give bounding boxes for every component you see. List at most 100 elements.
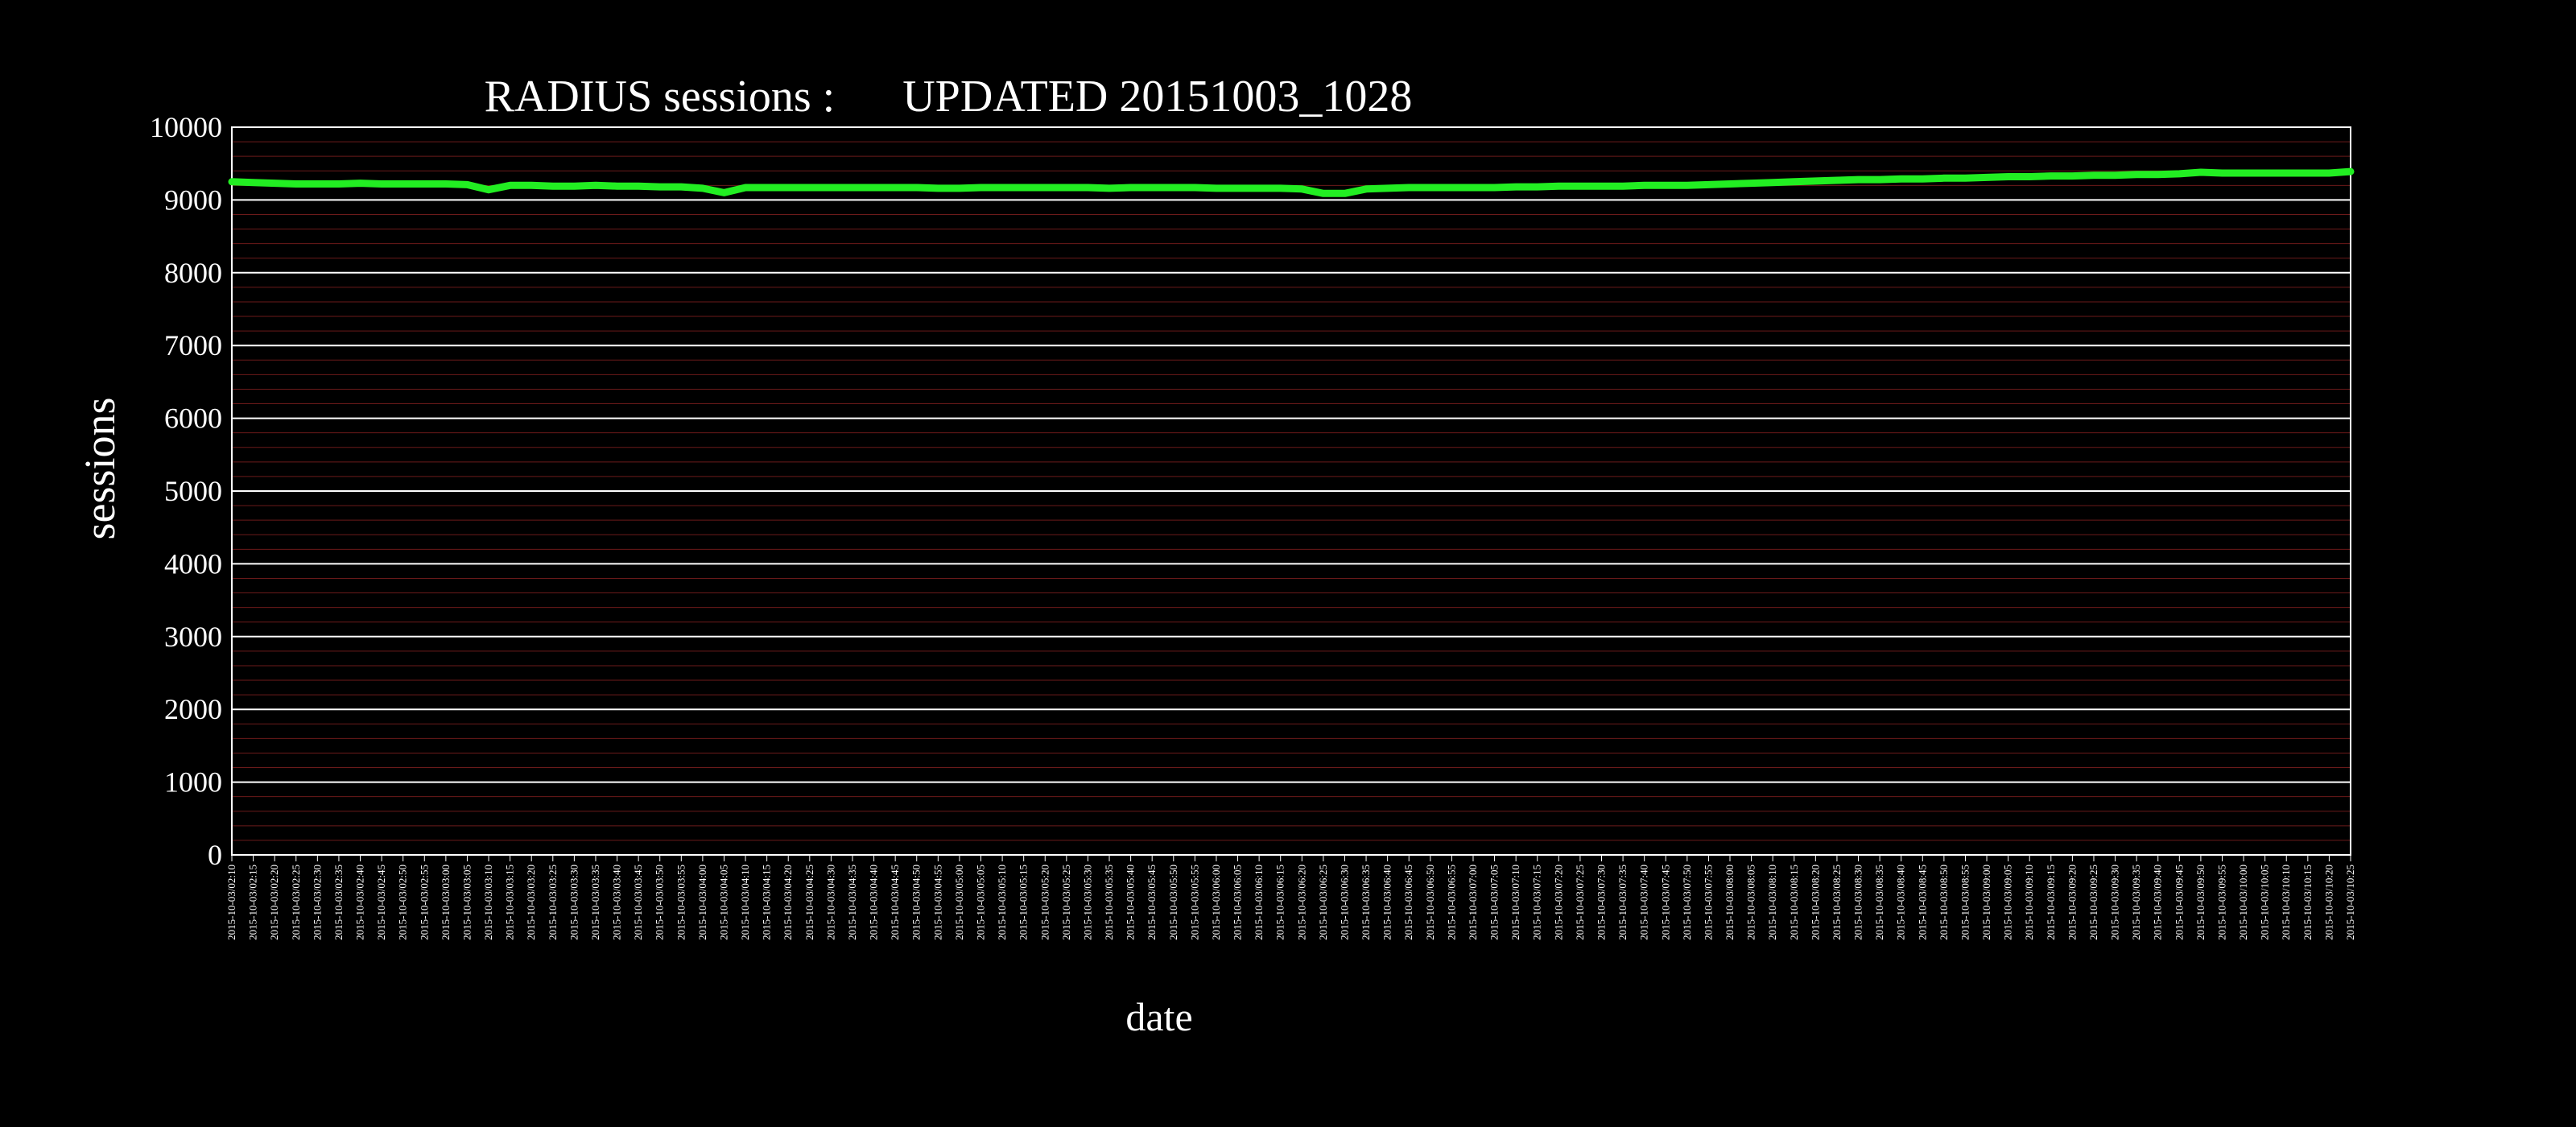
y-axis-label: sessions bbox=[76, 397, 124, 539]
x-tick-label: 2015-10-03/07:45 bbox=[1659, 865, 1671, 940]
x-tick-label: 2015-10-03/06:40 bbox=[1381, 865, 1393, 940]
chart-title: RADIUS sessions : UPDATED 20151003_1028 bbox=[485, 72, 1413, 122]
x-tick-label: 2015-10-03/05:45 bbox=[1146, 865, 1158, 940]
x-tick-label: 2015-10-03/08:55 bbox=[1959, 865, 1971, 940]
x-tick-label: 2015-10-03/03:45 bbox=[632, 865, 644, 940]
x-tick-label: 2015-10-03/09:20 bbox=[2066, 865, 2078, 940]
x-tick-label: 2015-10-03/07:25 bbox=[1574, 865, 1586, 940]
x-tick-label: 2015-10-03/08:05 bbox=[1745, 865, 1757, 940]
x-tick-label: 2015-10-03/07:55 bbox=[1702, 865, 1714, 940]
x-tick-label: 2015-10-03/07:50 bbox=[1681, 865, 1693, 940]
x-tick-label: 2015-10-03/04:15 bbox=[761, 865, 773, 940]
x-tick-label: 2015-10-03/05:50 bbox=[1167, 865, 1179, 940]
x-tick-label: 2015-10-03/04:55 bbox=[931, 865, 943, 940]
x-tick-label: 2015-10-03/04:10 bbox=[739, 865, 751, 940]
x-tick-label: 2015-10-03/10:25 bbox=[2344, 865, 2356, 940]
x-tick-label: 2015-10-03/05:40 bbox=[1125, 865, 1137, 940]
x-tick-label: 2015-10-03/04:25 bbox=[803, 865, 815, 940]
x-tick-label: 2015-10-03/08:50 bbox=[1938, 865, 1950, 940]
minor-grid bbox=[232, 141, 2351, 841]
x-tick-label: 2015-10-03/08:30 bbox=[1852, 865, 1864, 940]
y-tick-label: 9000 bbox=[164, 184, 222, 216]
x-tick-label: 2015-10-03/03:55 bbox=[675, 865, 687, 940]
x-tick-label: 2015-10-03/02:35 bbox=[332, 865, 345, 940]
x-tick-label: 2015-10-03/06:30 bbox=[1338, 865, 1350, 940]
x-tick-label: 2015-10-03/10:10 bbox=[2280, 865, 2292, 940]
x-tick-label: 2015-10-03/04:35 bbox=[846, 865, 858, 940]
x-tick-label: 2015-10-03/05:25 bbox=[1060, 865, 1072, 940]
y-tick-label: 7000 bbox=[164, 329, 222, 361]
x-tick-label: 2015-10-03/06:35 bbox=[1360, 865, 1372, 940]
x-tick-label: 2015-10-03/07:00 bbox=[1467, 865, 1479, 940]
x-tick-label: 2015-10-03/08:10 bbox=[1766, 865, 1778, 940]
x-tick-label: 2015-10-03/07:35 bbox=[1616, 865, 1629, 940]
x-tick-label: 2015-10-03/05:10 bbox=[996, 865, 1008, 940]
x-tick-label: 2015-10-03/03:40 bbox=[611, 865, 623, 940]
x-tick-label: 2015-10-03/02:25 bbox=[290, 865, 302, 940]
x-tick-label: 2015-10-03/08:00 bbox=[1724, 865, 1736, 940]
x-tick-label: 2015-10-03/07:40 bbox=[1638, 865, 1650, 940]
x-tick-label: 2015-10-03/06:45 bbox=[1402, 865, 1414, 940]
x-tick-label: 2015-10-03/08:35 bbox=[1873, 865, 1885, 940]
x-tick-label: 2015-10-03/10:00 bbox=[2237, 865, 2249, 940]
y-tick-label: 0 bbox=[208, 839, 222, 871]
x-tick-label: 2015-10-03/09:45 bbox=[2173, 865, 2185, 940]
x-tick-label: 2015-10-03/03:35 bbox=[589, 865, 601, 940]
x-tick-label: 2015-10-03/03:25 bbox=[547, 865, 559, 940]
x-tick-label: 2015-10-03/05:35 bbox=[1103, 865, 1115, 940]
x-tick-label: 2015-10-03/09:00 bbox=[1980, 865, 1992, 940]
x-tick-label: 2015-10-03/07:10 bbox=[1509, 865, 1521, 940]
x-tick-label: 2015-10-03/06:05 bbox=[1232, 865, 1244, 940]
x-tick-label: 2015-10-03/06:55 bbox=[1445, 865, 1457, 940]
x-tick-label: 2015-10-03/02:55 bbox=[418, 865, 430, 940]
x-tick-label: 2015-10-03/09:15 bbox=[2045, 865, 2057, 940]
x-tick-label: 2015-10-03/02:20 bbox=[268, 865, 280, 940]
x-tick-label: 2015-10-03/08:15 bbox=[1788, 865, 1800, 940]
x-tick-label: 2015-10-03/02:40 bbox=[354, 865, 366, 940]
x-axis-label: date bbox=[1125, 994, 1192, 1039]
x-tick-label: 2015-10-03/04:00 bbox=[696, 865, 708, 940]
x-tick-label: 2015-10-03/02:45 bbox=[375, 865, 387, 940]
x-tick-label: 2015-10-03/03:05 bbox=[460, 865, 473, 940]
series-line-0 bbox=[228, 167, 2355, 197]
y-tick-label: 10000 bbox=[150, 111, 222, 143]
x-tick-label: 2015-10-03/07:20 bbox=[1552, 865, 1564, 940]
x-tick-label: 2015-10-03/07:30 bbox=[1595, 865, 1607, 940]
x-tick-label: 2015-10-03/08:25 bbox=[1831, 865, 1843, 940]
x-tick-label: 2015-10-03/03:15 bbox=[504, 865, 516, 940]
series-layer bbox=[228, 167, 2355, 197]
x-tick-label: 2015-10-03/10:15 bbox=[2301, 865, 2314, 940]
x-tick-label: 2015-10-03/08:20 bbox=[1809, 865, 1821, 940]
x-tick-label: 2015-10-03/10:05 bbox=[2259, 865, 2271, 940]
x-tick-label: 2015-10-03/09:55 bbox=[2215, 865, 2227, 940]
x-tick-label: 2015-10-03/05:20 bbox=[1038, 865, 1051, 940]
x-tick-label: 2015-10-03/04:50 bbox=[910, 865, 923, 940]
x-tick-label: 2015-10-03/06:20 bbox=[1295, 865, 1307, 940]
x-axis: 2015-10-03/02:10 2015-10-03/02:15 2015-10-… bbox=[225, 855, 2356, 940]
major-grid bbox=[232, 199, 2351, 783]
x-tick-label: 2015-10-03/09:30 bbox=[2109, 865, 2121, 940]
x-tick-label: 2015-10-03/05:00 bbox=[953, 865, 965, 940]
x-tick-label: 2015-10-03/09:10 bbox=[2023, 865, 2035, 940]
x-tick-label: 2015-10-03/05:30 bbox=[1081, 865, 1093, 940]
x-tick-label: 2015-10-03/04:05 bbox=[717, 865, 729, 940]
x-tick-label: 2015-10-03/09:40 bbox=[2152, 865, 2164, 940]
y-tick-label: 5000 bbox=[164, 475, 222, 507]
x-tick-label: 2015-10-03/02:10 bbox=[225, 865, 237, 940]
x-tick-label: 2015-10-03/04:40 bbox=[868, 865, 880, 940]
x-tick-label: 2015-10-03/05:05 bbox=[975, 865, 987, 940]
x-tick-label: 2015-10-03/04:45 bbox=[889, 865, 901, 940]
x-tick-label: 2015-10-03/06:00 bbox=[1210, 865, 1222, 940]
x-tick-label: 2015-10-03/07:05 bbox=[1488, 865, 1501, 940]
x-tick-label: 2015-10-03/09:25 bbox=[2087, 865, 2099, 940]
x-tick-label: 2015-10-03/06:25 bbox=[1317, 865, 1329, 940]
plot-frame bbox=[231, 126, 2351, 856]
x-tick-label: 2015-10-03/06:10 bbox=[1253, 865, 1265, 940]
x-tick-label: 2015-10-03/07:15 bbox=[1531, 865, 1543, 940]
y-tick-label: 4000 bbox=[164, 547, 222, 580]
x-tick-label: 2015-10-03/03:10 bbox=[482, 865, 494, 940]
x-tick-label: 2015-10-03/06:15 bbox=[1274, 865, 1286, 940]
x-tick-label: 2015-10-03/03:00 bbox=[440, 865, 452, 940]
x-tick-label: 2015-10-03/05:15 bbox=[1018, 865, 1030, 940]
